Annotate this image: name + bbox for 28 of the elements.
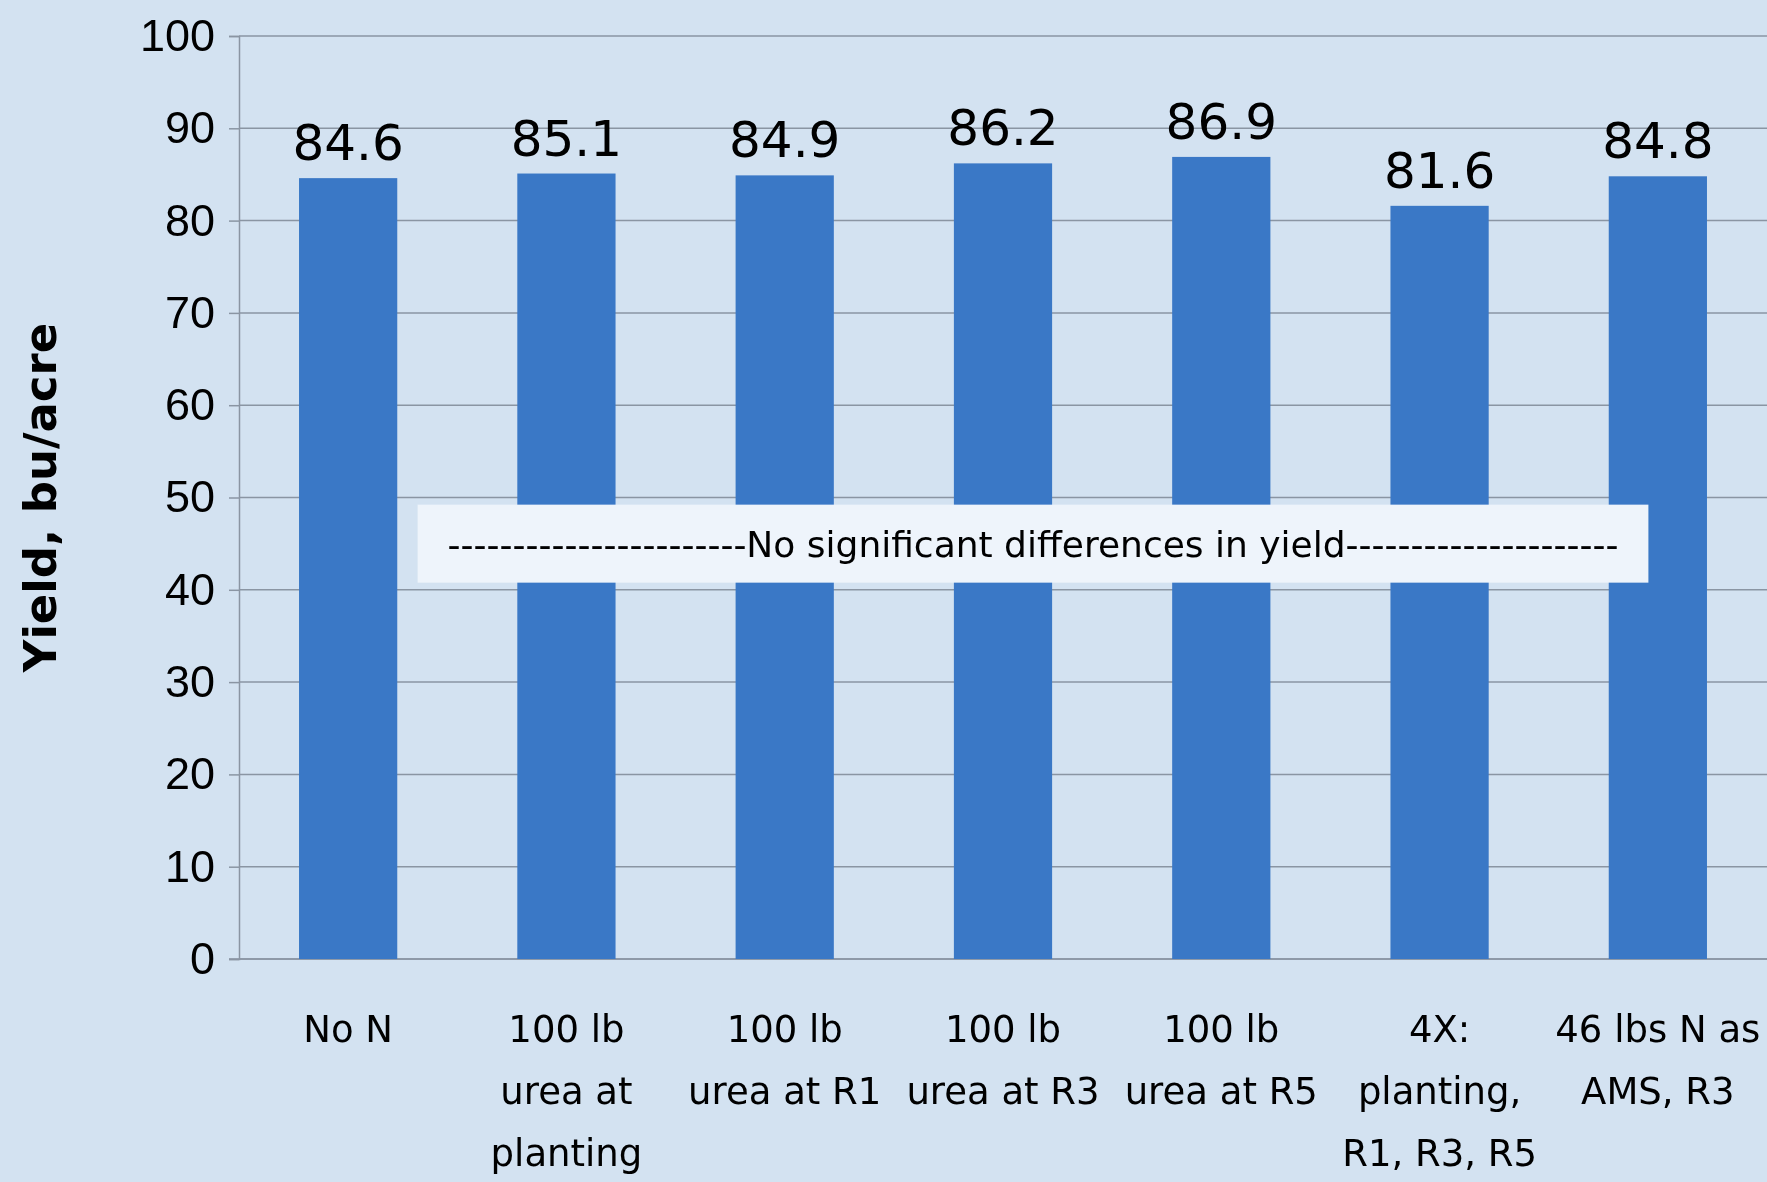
bar: [299, 178, 398, 959]
y-tick-label: 70: [164, 286, 215, 338]
y-tick-label: 0: [189, 932, 215, 984]
annotation: -----------------------No significant differences in yield---------------------: [447, 523, 1619, 565]
data-label: 86.9: [1165, 92, 1277, 151]
data-label: 84.6: [292, 114, 404, 173]
y-tick-label: 40: [164, 563, 215, 615]
y-tick-label: 10: [164, 840, 215, 892]
y-tick-label: 100: [139, 9, 215, 61]
data-label: 85.1: [510, 109, 623, 168]
y-tick-label: 80: [164, 194, 215, 246]
y-tick-label: 50: [164, 471, 215, 523]
x-tick-label: No N: [303, 1008, 394, 1051]
y-axis-title: Yield, bu/acre: [14, 322, 67, 674]
data-label: 84.8: [1602, 112, 1714, 171]
y-tick-label: 90: [164, 102, 215, 154]
x-tick-label: 46 lbs N as AMS, R3: [1555, 1008, 1761, 1113]
x-tick-label: 100 lb urea at R1: [688, 1008, 882, 1113]
y-tick-label: 60: [164, 379, 215, 431]
x-tick-label: 4X: planting, R1, R3, R5: [1342, 1008, 1537, 1175]
x-tick-label: 100 lb urea at R3: [906, 1008, 1100, 1113]
data-label: 84.9: [729, 111, 841, 170]
data-label: 81.6: [1383, 141, 1496, 200]
y-tick-label: 20: [164, 748, 215, 800]
x-tick-label: 100 lb urea at R5: [1124, 1008, 1318, 1113]
y-tick-label: 30: [164, 656, 215, 707]
data-label: 86.2: [947, 99, 1059, 158]
x-tick-label: 100 lb urea at planting: [490, 1008, 643, 1175]
